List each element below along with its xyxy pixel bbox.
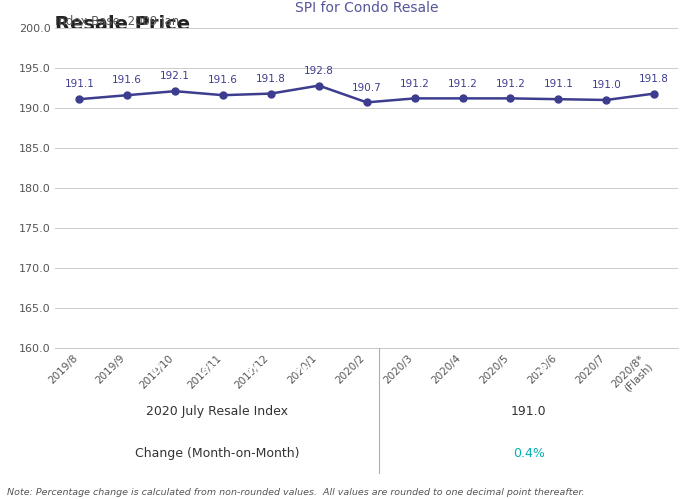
Text: 2020 July Resale Index: 2020 July Resale Index <box>146 405 289 418</box>
Text: Resale Price: Resale Price <box>55 15 190 34</box>
Text: SPI for Condo Resale: SPI for Condo Resale <box>295 1 439 15</box>
Text: 191.8: 191.8 <box>639 74 669 84</box>
Text: 0.4%: 0.4% <box>513 447 545 460</box>
Text: 192.8: 192.8 <box>304 66 334 76</box>
Text: Change (Month-on-Month): Change (Month-on-Month) <box>135 447 300 460</box>
Text: 192.1: 192.1 <box>160 71 190 81</box>
Text: 191.2: 191.2 <box>448 79 477 89</box>
Text: 191.0: 191.0 <box>511 405 547 418</box>
Text: 191.8: 191.8 <box>509 363 549 376</box>
Text: 191.6: 191.6 <box>208 75 238 85</box>
Text: 190.7: 190.7 <box>352 83 381 93</box>
Text: 191.2: 191.2 <box>400 79 430 89</box>
Text: Index Base: 2009 Jan: Index Base: 2009 Jan <box>55 15 180 28</box>
Text: 2020 August Resale Index: 2020 August Resale Index <box>126 363 309 376</box>
Text: 191.1: 191.1 <box>64 79 94 89</box>
Text: Note: Percentage change is calculated from non-rounded values.  All values are r: Note: Percentage change is calculated fr… <box>7 488 584 497</box>
Text: 191.6: 191.6 <box>112 75 142 85</box>
Text: 191.8: 191.8 <box>256 74 286 84</box>
Text: 191.2: 191.2 <box>495 79 525 89</box>
Text: 191.0: 191.0 <box>592 80 621 90</box>
Text: 191.1: 191.1 <box>543 79 574 89</box>
